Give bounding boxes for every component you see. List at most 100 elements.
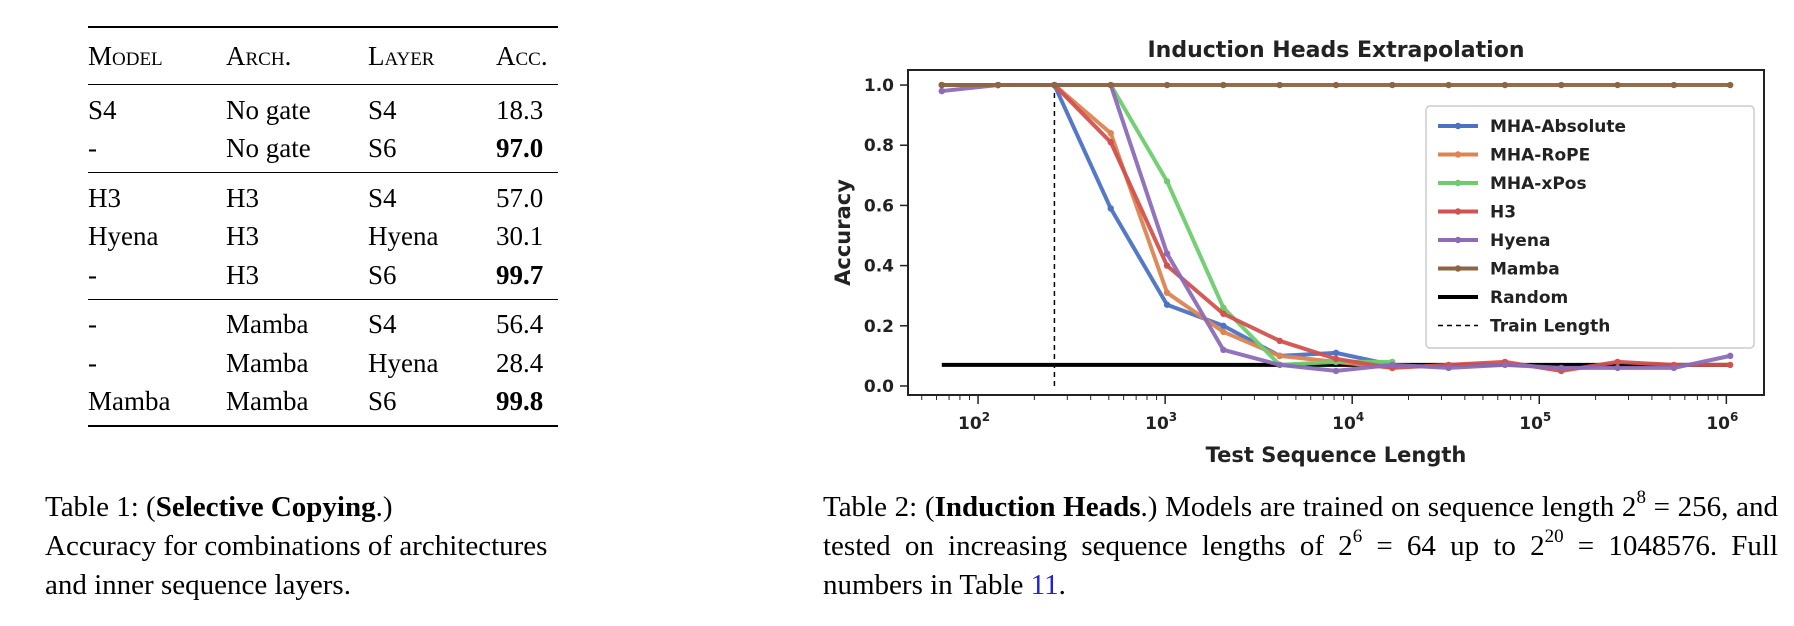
data-point [1501, 361, 1509, 369]
cell-arch: No gate [226, 133, 311, 164]
cell-acc: 28.4 [496, 347, 544, 378]
table-group-1: S4 No gate S4 18.3 - No gate S6 97.0 [88, 85, 558, 173]
data-point [1220, 310, 1227, 317]
data-point [1332, 81, 1340, 89]
data-point [1670, 364, 1678, 372]
plot-frame [907, 69, 1765, 396]
x-tick-label: 102 [958, 410, 990, 434]
cell-model: - [88, 309, 97, 340]
cell-arch: Mamba [226, 386, 309, 417]
data-point [1670, 81, 1678, 89]
cell-layer: Hyena [368, 347, 439, 378]
cell-layer: S4 [368, 182, 397, 213]
header-layer: Layer [368, 40, 435, 71]
y-tick-label: 0.6 [864, 196, 894, 216]
data-point [1558, 81, 1565, 89]
caption-text: = 1048576. Full numbers in Table [823, 530, 1779, 601]
data-point [994, 81, 1002, 89]
caption-prefix: Table 1: ( [45, 491, 156, 523]
caption-text: = 64 up to 2 [1362, 530, 1545, 562]
data-point [1220, 304, 1227, 311]
cell-model: - [88, 259, 97, 290]
data-point [1163, 81, 1171, 89]
caption-suffix: .) [375, 491, 393, 523]
table-row: - No gate S6 97.0 [88, 130, 558, 173]
data-point [1163, 178, 1171, 185]
data-point [1107, 129, 1114, 137]
legend-label: MHA-Absolute [1490, 117, 1626, 137]
data-point [1220, 346, 1227, 354]
y-tick-label: 0.0 [864, 377, 894, 397]
selective-copying-table: Model Arch. Layer Acc. S4 No gate S4 18.… [88, 26, 558, 427]
table-1-caption: Table 1: (Selective Copying.) Accuracy f… [45, 488, 685, 605]
data-point [1614, 358, 1621, 366]
cell-acc: 99.8 [496, 386, 544, 417]
table-11-link[interactable]: 11 [1030, 569, 1059, 601]
table-header-row: Model Arch. Layer Acc. [88, 27, 558, 85]
cell-layer: S4 [368, 94, 397, 125]
data-point [1727, 81, 1734, 89]
table-2-caption: Table 2: (Induction Heads.) Models are t… [823, 488, 1778, 605]
data-point [1614, 364, 1621, 372]
data-point [1501, 81, 1509, 89]
data-point [938, 87, 945, 95]
legend-marker [1454, 208, 1462, 215]
header-arch: Arch. [226, 40, 292, 71]
legend-label: Random [1490, 288, 1568, 308]
caption-prefix: Table 2: ( [823, 491, 935, 523]
data-point [1107, 139, 1114, 146]
x-tick-label: 106 [1706, 410, 1738, 434]
cell-layer: S6 [368, 133, 397, 164]
table-row: - Mamba Hyena 28.4 [88, 344, 558, 383]
data-point [1163, 289, 1171, 296]
y-tick-label: 0.4 [864, 257, 894, 277]
cell-arch: No gate [226, 94, 311, 125]
cell-model: - [88, 347, 97, 378]
series-line-mha-xpos [939, 83, 1395, 367]
caption-exponent: 8 [1636, 487, 1646, 508]
caption-title: Selective Copying [155, 491, 376, 523]
data-point [1276, 337, 1283, 345]
legend-marker [1454, 122, 1462, 130]
series-line-mha-rope [939, 83, 1395, 370]
legend-marker [1454, 236, 1462, 244]
data-point [1445, 364, 1452, 372]
table-row: H3 H3 S4 57.0 [88, 173, 558, 218]
table-1: Model Arch. Layer Acc. S4 No gate S4 18.… [88, 26, 558, 427]
legend-marker [1454, 265, 1462, 272]
data-point [1220, 328, 1227, 336]
caption-title: Induction Heads [934, 491, 1141, 523]
x-tick-label: 103 [1145, 410, 1177, 434]
caption-line: and inner sequence layers. [45, 569, 351, 601]
cell-acc: 56.4 [496, 309, 544, 340]
table-group-2: H3 H3 S4 57.0 Hyena H3 Hyena 30.1 - H3 S… [88, 173, 558, 299]
y-tick-label: 1.0 [864, 76, 894, 96]
caption-text: .) Models are trained on sequence length… [1140, 491, 1637, 523]
legend-box [1425, 105, 1755, 349]
cell-acc: 99.7 [496, 259, 544, 290]
cell-arch: Mamba [226, 347, 309, 378]
cell-model: S4 [88, 94, 117, 125]
y-tick-label: 0.8 [864, 136, 894, 156]
x-axis-label: Test Sequence Length [1206, 443, 1467, 467]
legend-marker [1454, 151, 1462, 158]
header-model: Model [88, 40, 163, 71]
table-group-3: - Mamba S4 56.4 - Mamba Hyena 28.4 Mamba… [88, 299, 558, 426]
table-row: Hyena H3 Hyena 30.1 [88, 218, 558, 257]
cell-acc: 97.0 [496, 133, 544, 164]
data-point [1163, 262, 1171, 269]
table-row: - Mamba S4 56.4 [88, 299, 558, 344]
data-point [938, 81, 945, 89]
data-point [1727, 361, 1734, 369]
cell-model: Mamba [88, 386, 171, 417]
legend-label: Hyena [1490, 231, 1550, 251]
chart-title: Induction Heads Extrapolation [1148, 38, 1525, 63]
data-point [1163, 301, 1171, 308]
data-point [1389, 81, 1396, 89]
series-line-mha-absolute [939, 83, 1395, 367]
caption-text: = 256, and tested on increasing sequence… [823, 491, 1778, 562]
data-point [1220, 322, 1227, 329]
data-point [1389, 361, 1396, 369]
data-point [1614, 81, 1621, 89]
legend-label: MHA-RoPE [1490, 146, 1590, 166]
